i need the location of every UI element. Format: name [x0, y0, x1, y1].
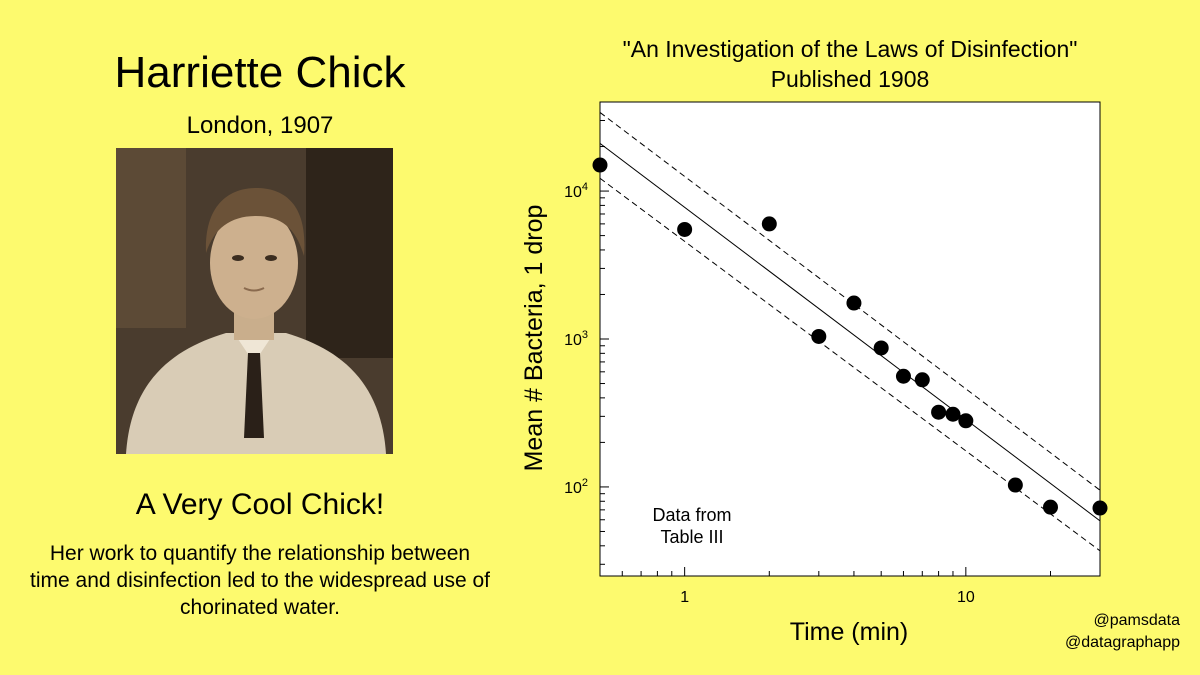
data-point: [873, 340, 889, 356]
data-point: [592, 157, 608, 173]
data-point: [811, 328, 827, 344]
y-tick-label: 104: [564, 181, 588, 201]
scatter-chart: Mean # Bacteria, 1 drop Time (min) 1 10 10…: [520, 101, 1108, 646]
x-tick-label: 10: [957, 589, 975, 606]
chart-title: "An Investigation of the Laws of Disinfe…: [622, 36, 1078, 62]
y-axis-label: Mean # Bacteria, 1 drop: [520, 205, 548, 472]
data-point: [931, 404, 947, 420]
y-tick-label: 103: [564, 329, 588, 349]
description-text: Her work to quantify the relationship be…: [30, 542, 490, 619]
data-point: [914, 372, 930, 388]
tagline: A Very Cool Chick!: [135, 488, 385, 521]
fit-line: [600, 142, 1100, 522]
y-tick-label: 102: [564, 477, 588, 497]
data-point: [945, 406, 961, 422]
credit-pamsdata: @pamsdata: [1093, 612, 1180, 629]
data-point: [1042, 499, 1058, 515]
photo-caption: London, 1907: [186, 112, 334, 139]
confidence-lower-line: [600, 177, 1100, 552]
data-point: [846, 295, 862, 311]
x-axis-label: Time (min): [790, 618, 909, 646]
credit-datagraphapp: @datagraphapp: [1065, 634, 1180, 651]
chart-subtitle: Published 1908: [770, 66, 930, 92]
data-point: [677, 221, 693, 237]
data-point: [895, 368, 911, 384]
chart-title-block: "An Investigation of the Laws of Disinfe…: [500, 34, 1200, 94]
chart-annotation: Data from Table III: [652, 505, 731, 547]
x-tick-label: 1: [680, 589, 689, 606]
data-point: [1092, 500, 1108, 516]
portrait-photo: [116, 148, 393, 454]
data-point: [761, 216, 777, 232]
plot-area: [599, 101, 1101, 577]
data-point: [958, 413, 974, 429]
data-point: [1007, 477, 1023, 493]
person-name: Harriette Chick: [114, 48, 406, 97]
